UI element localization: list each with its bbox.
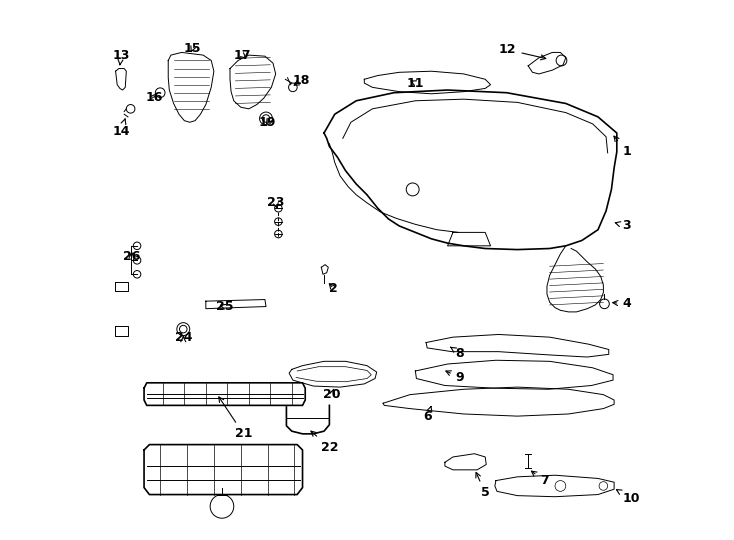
Text: 1: 1 (614, 136, 631, 158)
Text: 23: 23 (267, 197, 284, 210)
Text: 21: 21 (219, 397, 252, 440)
Text: 17: 17 (233, 49, 251, 62)
Text: 2: 2 (330, 282, 338, 295)
Text: 5: 5 (476, 472, 490, 500)
Text: 18: 18 (293, 75, 310, 87)
Text: 26: 26 (123, 250, 140, 263)
Text: 16: 16 (145, 91, 163, 104)
Text: 3: 3 (615, 219, 631, 232)
Text: 12: 12 (499, 43, 546, 60)
Text: 10: 10 (617, 490, 639, 505)
Text: 20: 20 (324, 388, 341, 401)
Text: 11: 11 (407, 77, 424, 90)
Text: 15: 15 (184, 42, 201, 55)
Text: 8: 8 (451, 347, 465, 360)
Text: 22: 22 (311, 431, 338, 454)
Text: 4: 4 (613, 298, 631, 310)
Text: 13: 13 (112, 49, 130, 65)
Text: 7: 7 (531, 471, 549, 487)
Text: 19: 19 (259, 116, 276, 129)
Text: 25: 25 (216, 300, 233, 313)
Text: 14: 14 (112, 119, 130, 138)
Text: 24: 24 (175, 330, 192, 343)
Text: 9: 9 (446, 371, 465, 384)
Text: 6: 6 (424, 407, 432, 423)
